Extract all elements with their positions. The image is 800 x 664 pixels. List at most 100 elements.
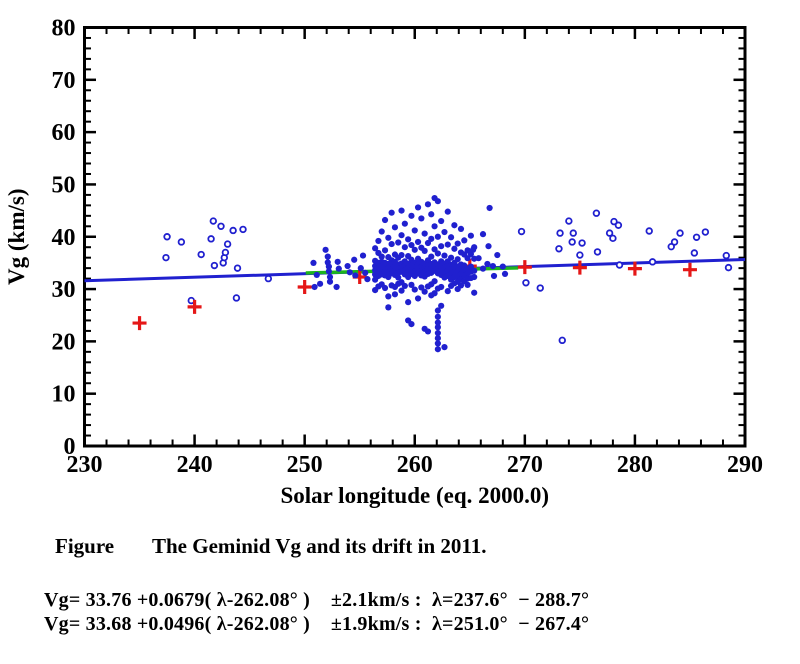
plot-frame: [83, 26, 747, 448]
filled-point: [364, 276, 371, 283]
filled-point: [471, 273, 478, 281]
filled-point: [454, 240, 461, 247]
open-circle-point: [565, 217, 573, 225]
open-circle-point: [692, 233, 701, 241]
axis-ticks: 230 240 250 260 270 280 290 0 10 20 30 40 50 60 70 80: [52, 16, 764, 479]
open-circle-point: [576, 251, 584, 259]
filled-point: [411, 286, 418, 293]
filled-point: [424, 239, 432, 247]
filled-point: [405, 299, 412, 306]
filled-point: [441, 252, 448, 259]
open-circle-point: [615, 261, 624, 269]
filled-point: [428, 235, 435, 242]
filled-point: [464, 255, 471, 262]
filled-point: [359, 252, 367, 259]
y-tick-label: 40: [52, 225, 76, 251]
filled-point: [428, 253, 435, 260]
filled-point: [434, 324, 441, 331]
filled-point: [469, 246, 477, 253]
filled-point: [479, 265, 487, 272]
sporadic-open-circles-series: [162, 209, 733, 345]
open-circle-point: [667, 242, 675, 251]
filled-point: [471, 289, 478, 296]
filled-point: [444, 288, 451, 295]
filled-point: [401, 220, 408, 227]
open-circle-point: [223, 240, 232, 248]
y-tick-label: 20: [52, 329, 76, 355]
open-circle-point: [558, 336, 566, 345]
filled-point: [388, 240, 395, 248]
vg-drift-chart: 230 240 250 260 270 280 290 0 10 20 30 40 50 60 70 80 So…: [4, 16, 764, 509]
y-tick-label: 0: [64, 434, 76, 460]
filled-point: [471, 267, 478, 274]
open-circle-point: [197, 250, 205, 259]
filled-point: [457, 225, 465, 233]
filled-point: [486, 204, 493, 212]
open-circle-point: [536, 284, 544, 292]
geminid-vg-filled-series: [310, 194, 509, 353]
filled-point: [311, 283, 318, 291]
filled-point: [454, 256, 461, 263]
filled-point: [438, 243, 445, 250]
filled-point: [385, 234, 392, 241]
filled-point: [434, 307, 441, 314]
x-tick-label: 280: [617, 452, 653, 478]
filled-point: [362, 269, 369, 276]
open-circle-point: [232, 294, 241, 302]
filled-point: [414, 204, 422, 211]
open-circle-point: [690, 249, 699, 257]
open-circle-point: [593, 248, 602, 256]
filled-point: [326, 273, 334, 281]
open-circle-point: [609, 234, 617, 243]
filled-point: [444, 208, 451, 215]
filled-point: [418, 284, 425, 291]
filled-point: [391, 291, 399, 298]
filled-point: [447, 234, 455, 241]
filled-point: [401, 244, 408, 251]
filled-point: [434, 319, 441, 326]
filled-point: [489, 262, 497, 270]
filled-point: [421, 230, 428, 237]
open-circle-point: [701, 228, 710, 236]
filled-point: [438, 302, 445, 309]
x-tick-label: 260: [397, 452, 433, 478]
filled-point: [398, 287, 405, 294]
open-circle-point: [229, 226, 237, 235]
figure-caption-label: Figure: [55, 534, 115, 558]
filled-point: [434, 233, 441, 240]
filled-point: [431, 278, 438, 285]
filled-point: [344, 262, 351, 270]
open-circle-point: [217, 222, 225, 230]
filled-point: [381, 216, 389, 224]
filled-point: [333, 283, 340, 291]
open-circle-point: [614, 221, 623, 229]
open-circle-point: [517, 227, 526, 236]
filled-point: [461, 237, 468, 244]
filled-point: [434, 313, 441, 320]
filled-point: [414, 295, 422, 302]
filled-point: [475, 255, 482, 262]
filled-point: [411, 246, 418, 253]
open-circle-point: [670, 238, 679, 246]
filled-point: [326, 278, 334, 285]
filled-point: [335, 265, 342, 272]
filled-point: [346, 269, 353, 276]
figure-caption: Figure The Geminid Vg and its drift in 2…: [0, 534, 800, 560]
filled-point: [313, 271, 320, 279]
filled-point: [431, 246, 438, 253]
plus-point: [627, 261, 642, 276]
filled-point: [438, 283, 445, 291]
open-circle-point: [556, 229, 564, 237]
filled-point: [408, 212, 415, 219]
fit-equation-core: Vg= 33.68 +0.0496( λ-262.08° ) ±1.9km/s …: [44, 613, 590, 635]
y-tick-label: 10: [52, 382, 76, 408]
filled-point: [322, 246, 329, 253]
filled-point: [378, 228, 385, 235]
y-tick-label: 70: [52, 68, 76, 94]
filled-point: [431, 223, 438, 230]
open-circle-point: [578, 239, 586, 247]
filled-point: [378, 253, 385, 260]
open-circle-point: [610, 217, 618, 226]
open-circle-point: [209, 217, 217, 225]
y-tick-label: 60: [52, 120, 76, 146]
